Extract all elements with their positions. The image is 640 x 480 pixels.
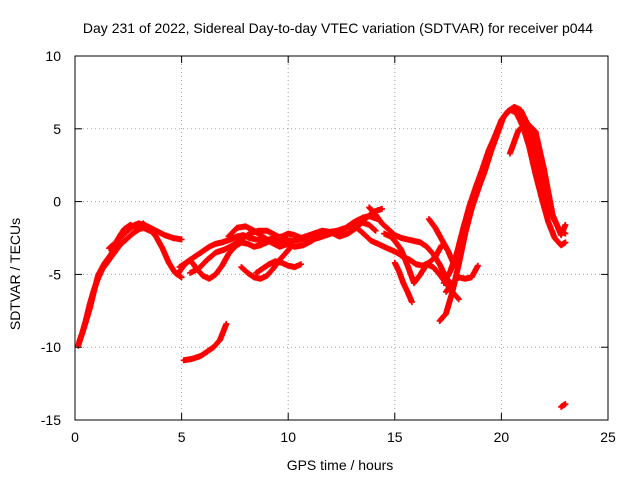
series-line [75,220,185,349]
series-line [436,106,569,324]
series-arc-7 [225,205,385,250]
series-line [506,120,569,239]
x-tick-label: 5 [178,429,186,445]
y-tick-label: -10 [41,339,61,355]
x-tick-label: 25 [600,429,616,445]
y-tick-label: 10 [45,48,61,64]
y-tick-label: 5 [53,121,61,137]
y-tick-label: -5 [49,266,62,282]
data-points [75,104,569,410]
series-line [253,258,304,276]
series-line [443,262,481,295]
series-line [106,220,185,252]
series-line [391,259,415,306]
series-arc-8 [238,242,296,282]
series-arc-14 [391,259,415,306]
y-axis-label: SDTVAR / TECUs [7,218,23,330]
series-arc-2 [75,220,185,349]
x-tick-label: 20 [494,429,510,445]
y-tick-label: 0 [53,194,61,210]
series-arc-10 [180,320,230,364]
chart-title: Day 231 of 2022, Sidereal Day-to-day VTE… [83,20,593,36]
series-arc-19 [443,262,481,295]
x-tick-label: 15 [387,429,403,445]
series-arc-12 [366,204,456,289]
series-line [558,401,569,410]
axis-ticks: 0 5 10 15 20 25 -15 -10 -5 0 5 10 [41,48,616,445]
y-tick-label: -15 [41,412,61,428]
x-axis-label: GPS time / hours [287,457,394,473]
series-arc-18 [425,216,458,269]
plot-frame [74,55,609,421]
series-line [180,320,230,364]
series-arc-15 [436,106,569,324]
x-tick-label: 10 [280,429,296,445]
x-tick-label: 0 [71,429,79,445]
series-line [425,216,458,269]
series-arc-3 [106,220,185,252]
series-line [238,242,296,282]
series-arc-9 [253,258,304,276]
series-arc-20 [558,401,569,410]
series-line [225,205,385,250]
series-arc-17 [506,120,569,239]
series-line [366,204,456,289]
